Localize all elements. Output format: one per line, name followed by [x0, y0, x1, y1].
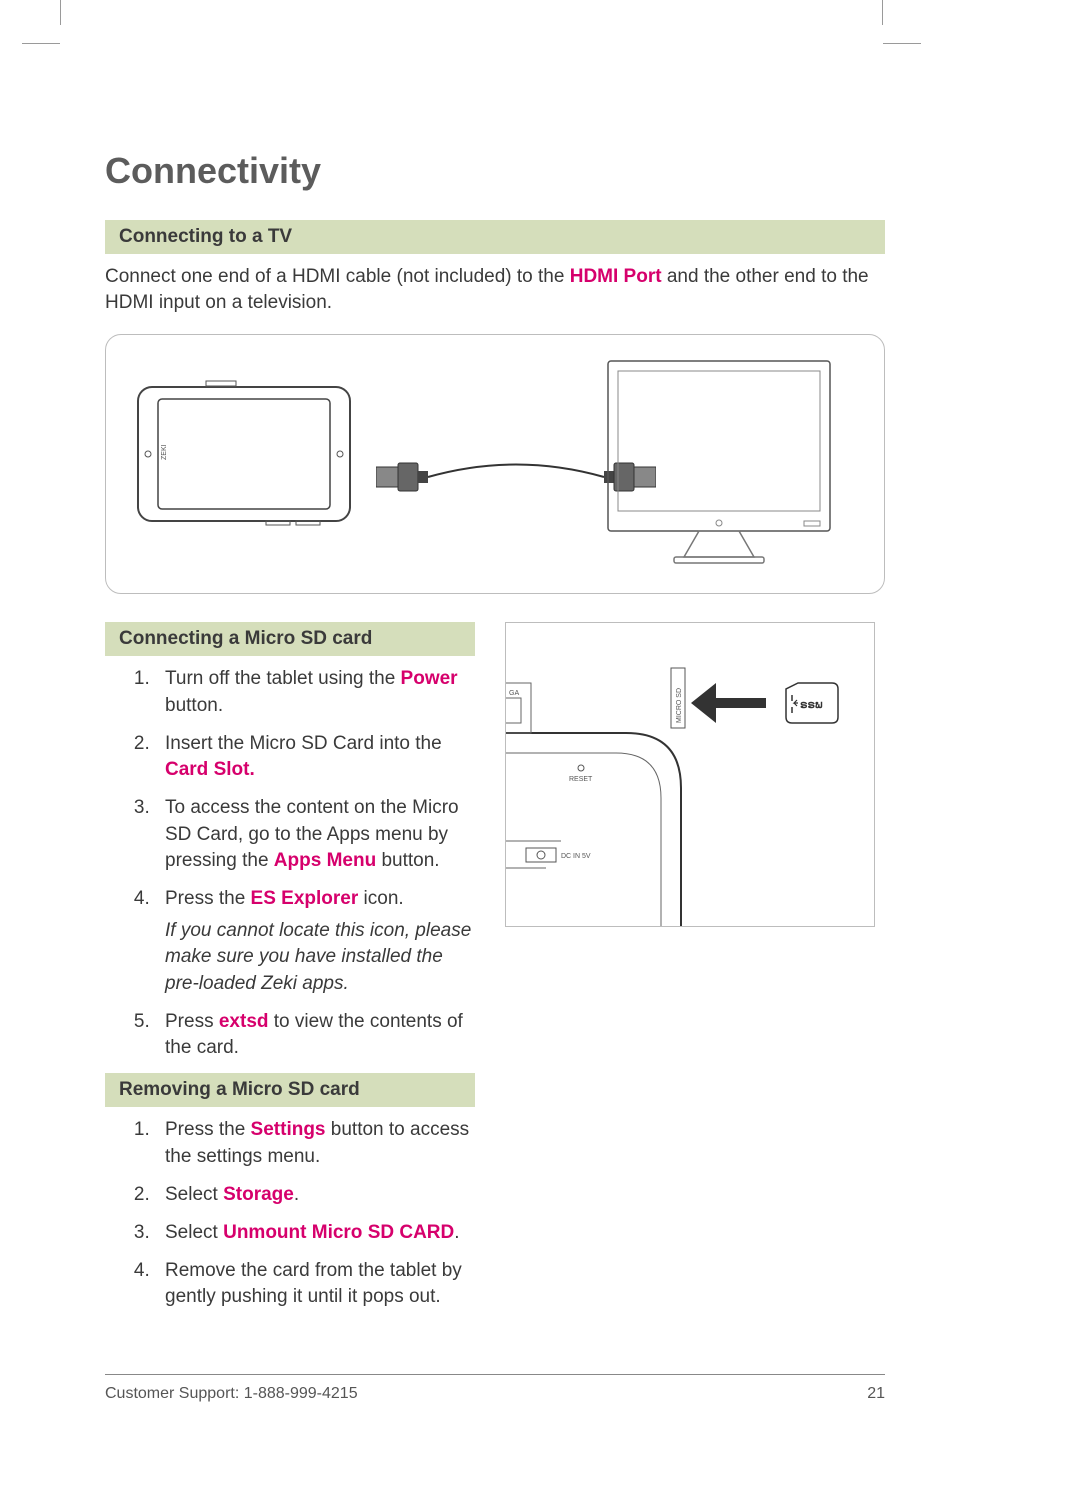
- rstep-4: Remove the card from the tablet by gentl…: [155, 1258, 475, 1310]
- s4-post: icon.: [358, 888, 403, 909]
- reset-label: RESET: [569, 776, 593, 783]
- crop-mark-tr-v: [882, 0, 883, 25]
- section-heading-tv: Connecting to a TV: [105, 220, 885, 254]
- s5-pre: Press: [165, 1011, 219, 1032]
- rs2-pre: Select: [165, 1184, 223, 1205]
- two-column-layout: Connecting a Micro SD card Turn off the …: [105, 622, 885, 1322]
- s1-post: button.: [165, 695, 223, 716]
- right-column: GA MICRO SD RESET DC IN 5V: [505, 622, 885, 1322]
- page-content: Connectivity Connecting to a TV Connect …: [105, 150, 885, 1323]
- ga-label: GA: [509, 690, 519, 697]
- rs3-pre: Select: [165, 1222, 223, 1243]
- sd-connect-steps: Turn off the tablet using the Power butt…: [105, 666, 475, 1061]
- tv-icon: [604, 357, 834, 567]
- step-2: Insert the Micro SD Card into the Card S…: [155, 731, 475, 783]
- power-label: Power: [401, 668, 458, 689]
- s4-pre: Press the: [165, 888, 251, 909]
- extsd-label: extsd: [219, 1011, 269, 1032]
- tv-text-pre: Connect one end of a HDMI cable (not inc…: [105, 266, 570, 287]
- page-title: Connectivity: [105, 150, 885, 192]
- hdmi-port-label: HDMI Port: [570, 266, 662, 287]
- s2-pre: Insert the Micro SD Card into the: [165, 733, 442, 754]
- step-1: Turn off the tablet using the Power butt…: [155, 666, 475, 718]
- rs1-pre: Press the: [165, 1119, 251, 1140]
- svg-text:ຣຣພ: ຣຣພ: [800, 699, 823, 711]
- rstep-3: Select Unmount Micro SD CARD.: [155, 1220, 475, 1246]
- settings-label: Settings: [251, 1119, 326, 1140]
- sd-card-diagram: GA MICRO SD RESET DC IN 5V: [505, 622, 875, 927]
- brand-label: ZEKI: [161, 445, 168, 461]
- footer-support: Customer Support: 1-888-999-4215: [105, 1385, 358, 1403]
- dc-label: DC IN 5V: [561, 853, 591, 860]
- hdmi-diagram: ZEKI: [105, 334, 885, 594]
- crop-mark-tr-h: [883, 43, 921, 44]
- step-3: To access the content on the Micro SD Ca…: [155, 795, 475, 874]
- page-footer: Customer Support: 1-888-999-4215 21: [105, 1374, 885, 1403]
- footer-page-number: 21: [867, 1385, 885, 1403]
- section-heading-sd-connect: Connecting a Micro SD card: [105, 622, 475, 656]
- tablet-icon: ZEKI: [136, 375, 356, 535]
- step-4-note: If you cannot locate this icon, please m…: [165, 918, 475, 997]
- step-4: Press the ES Explorer icon. If you canno…: [155, 886, 475, 997]
- crop-mark-tl-h: [22, 43, 60, 44]
- rstep-2: Select Storage.: [155, 1182, 475, 1208]
- es-explorer-label: ES Explorer: [251, 888, 359, 909]
- tv-paragraph: Connect one end of a HDMI cable (not inc…: [105, 264, 885, 316]
- left-column: Connecting a Micro SD card Turn off the …: [105, 622, 475, 1322]
- sd-remove-steps: Press the Settings button to access the …: [105, 1117, 475, 1310]
- rstep-1: Press the Settings button to access the …: [155, 1117, 475, 1169]
- unmount-label: Unmount Micro SD CARD: [223, 1222, 454, 1243]
- apps-menu-label: Apps Menu: [274, 850, 376, 871]
- s1-pre: Turn off the tablet using the: [165, 668, 401, 689]
- card-slot-label: Card Slot.: [165, 759, 255, 780]
- rs3-post: .: [454, 1222, 459, 1243]
- step-5: Press extsd to view the contents of the …: [155, 1009, 475, 1061]
- section-heading-sd-remove: Removing a Micro SD card: [105, 1073, 475, 1107]
- micro-sd-label: MICRO SD: [676, 688, 683, 723]
- crop-mark-tl-v: [60, 0, 61, 25]
- s3-post: button.: [376, 850, 439, 871]
- storage-label: Storage: [223, 1184, 294, 1205]
- rs2-post: .: [294, 1184, 299, 1205]
